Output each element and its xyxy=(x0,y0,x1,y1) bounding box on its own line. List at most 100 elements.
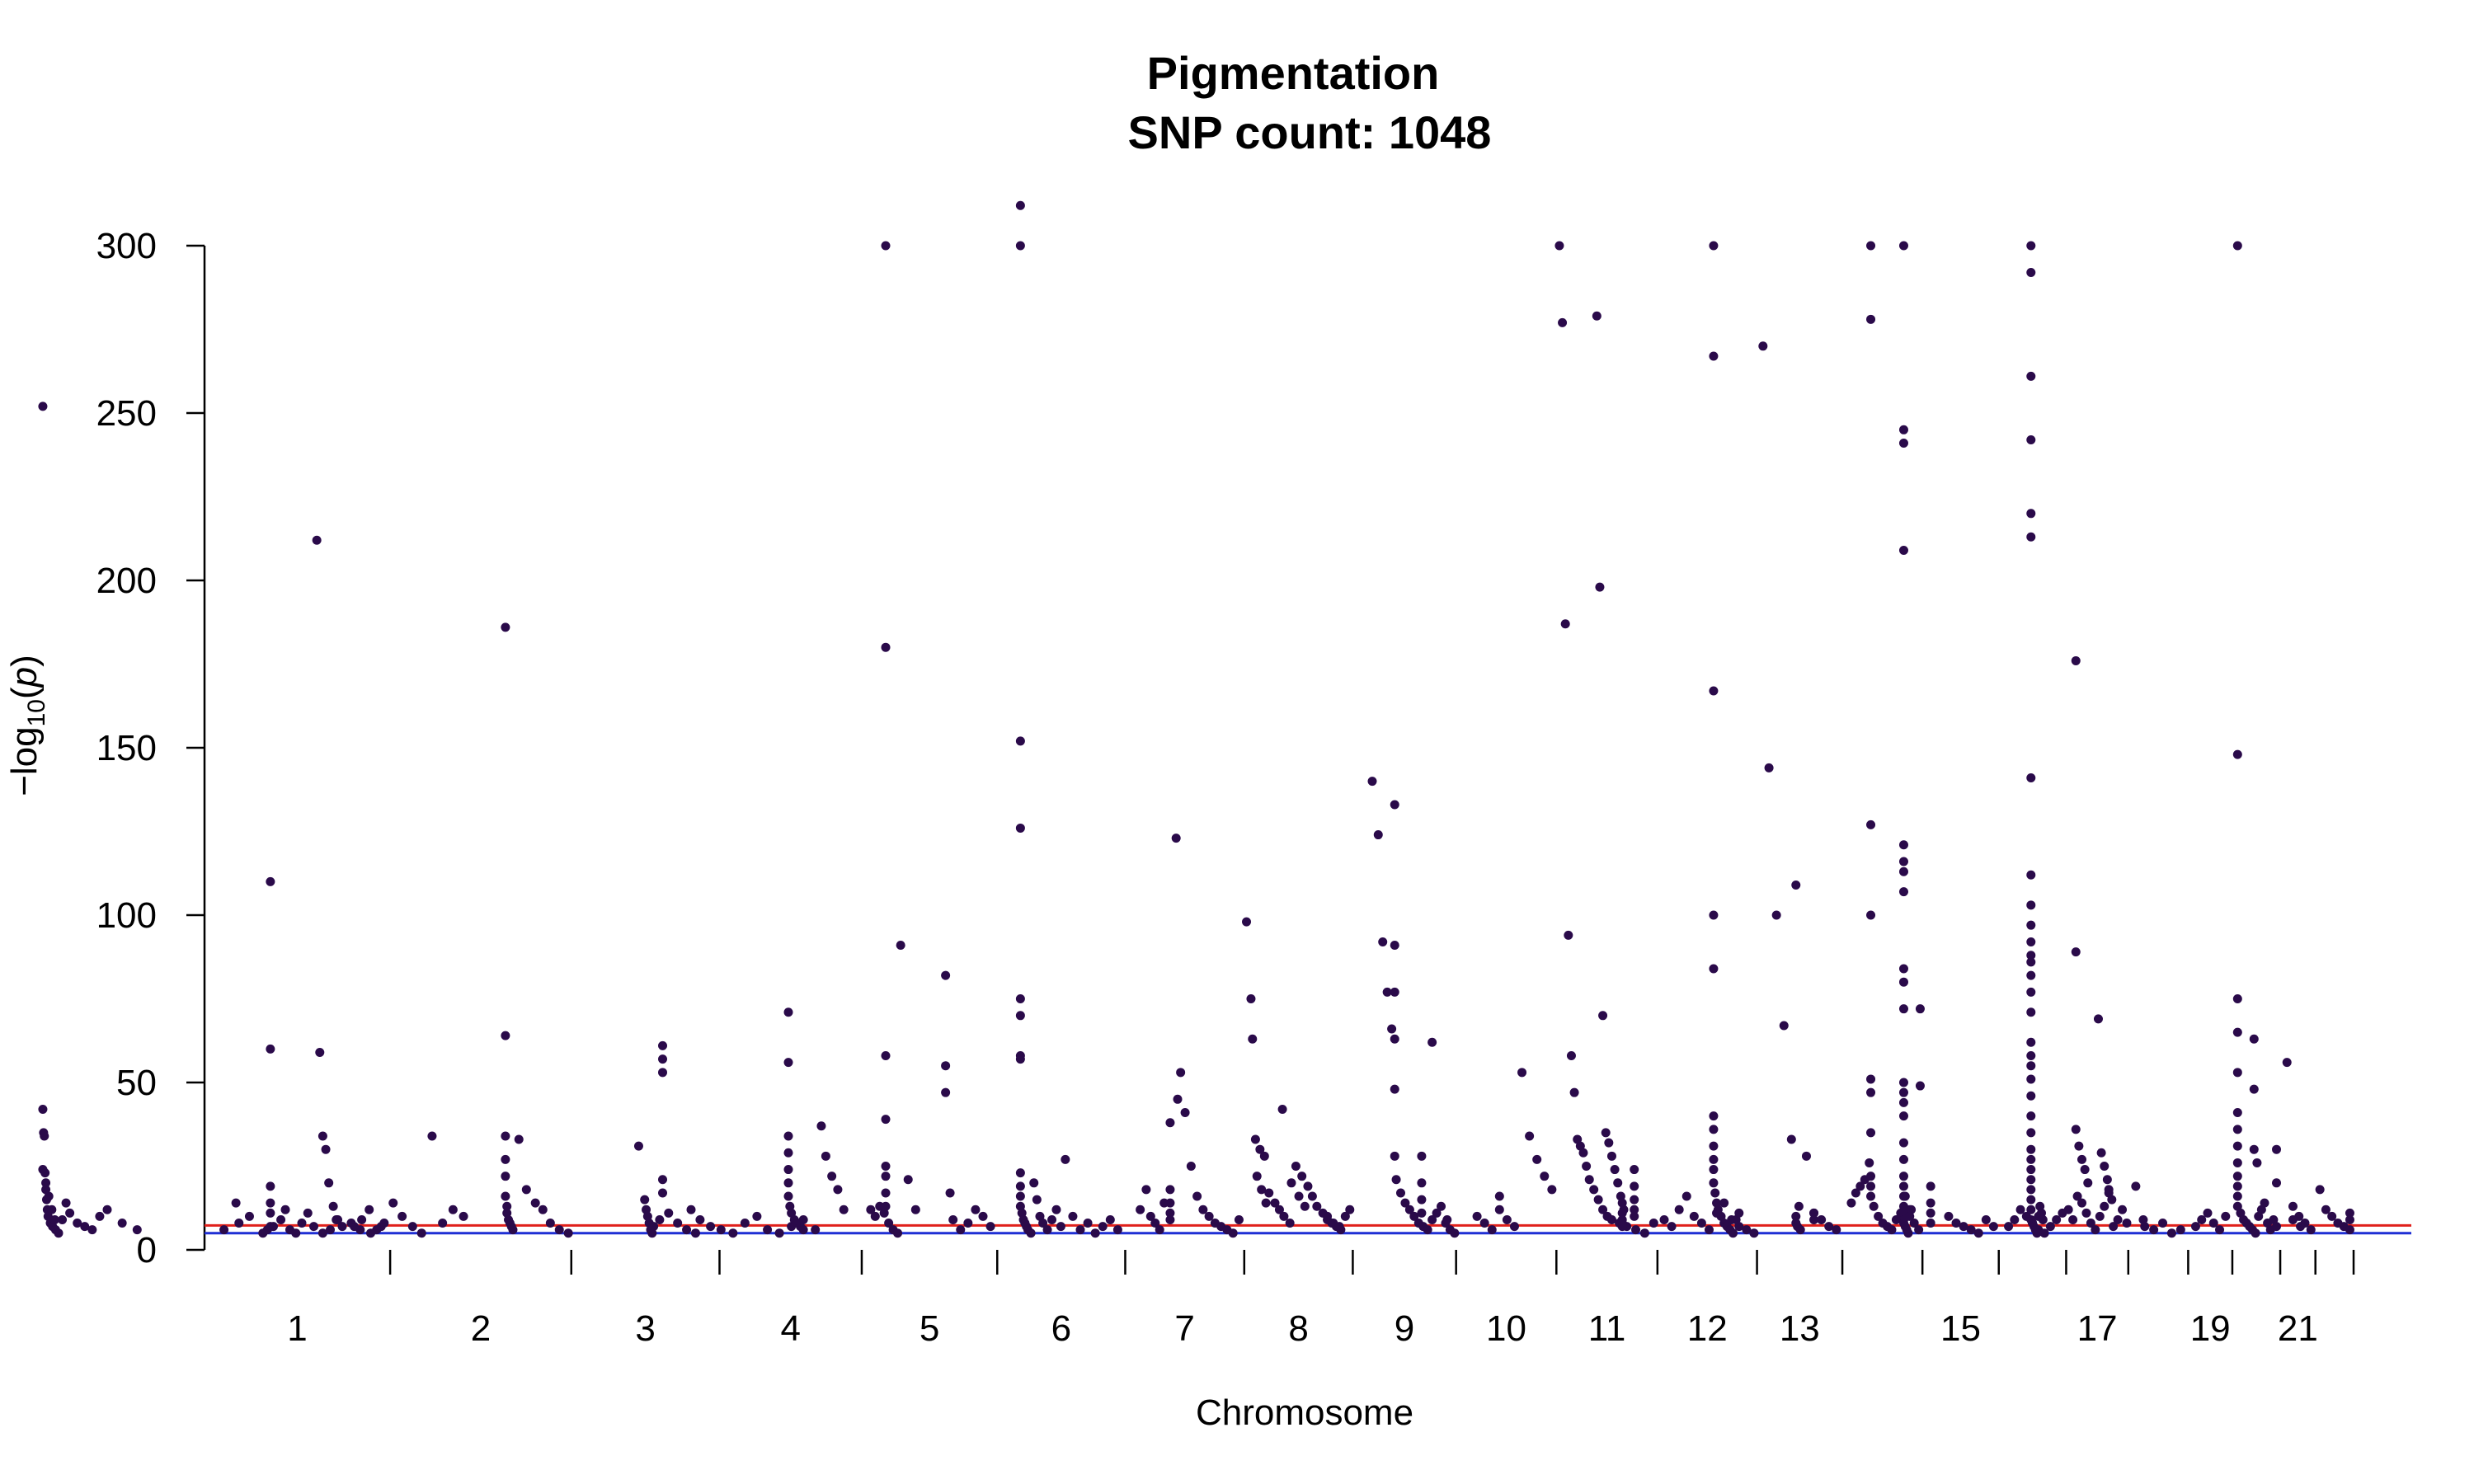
snp-point xyxy=(1578,1148,1588,1158)
snp-point xyxy=(2252,1158,2262,1167)
snp-point xyxy=(1966,1225,1976,1235)
snp-point xyxy=(1791,1211,1801,1221)
snp-point xyxy=(1801,1151,1811,1161)
snp-point xyxy=(1891,1214,1901,1224)
snp-point xyxy=(2296,1222,2306,1232)
snp-point xyxy=(1423,1225,1432,1235)
snp-point xyxy=(2026,1175,2036,1185)
snp-point xyxy=(514,1134,524,1144)
snp-point xyxy=(2232,1141,2242,1151)
snp-point xyxy=(1136,1205,1145,1214)
snp-point xyxy=(427,1131,437,1141)
snp-point xyxy=(1604,1138,1614,1148)
snp-point xyxy=(1560,619,1570,629)
snp-point xyxy=(633,1141,643,1151)
snp-point xyxy=(2306,1225,2316,1235)
snp-point xyxy=(1898,840,1908,850)
snp-point xyxy=(1367,777,1377,787)
snp-point xyxy=(821,1151,830,1161)
snp-point xyxy=(1898,1111,1908,1121)
snp-point xyxy=(1450,1228,1460,1238)
snp-point xyxy=(501,1191,510,1201)
snp-point xyxy=(2072,1191,2082,1201)
snp-point xyxy=(1898,1201,1908,1211)
snp-point xyxy=(1437,1201,1446,1211)
snp-point xyxy=(1180,1108,1190,1118)
snp-point xyxy=(686,1205,696,1214)
snp-point xyxy=(1866,1074,1876,1084)
snp-point xyxy=(1409,1211,1419,1221)
snp-point xyxy=(740,1219,750,1228)
snp-point xyxy=(2077,1198,2087,1208)
snp-point xyxy=(2071,1125,2081,1134)
snp-point xyxy=(2032,1228,2042,1238)
snp-point xyxy=(682,1225,692,1235)
snp-point xyxy=(1709,1165,1719,1175)
snp-point xyxy=(1598,1011,1608,1021)
snp-point xyxy=(1866,314,1876,324)
snp-points xyxy=(38,200,2354,1238)
snp-point xyxy=(2345,1214,2354,1224)
snp-point xyxy=(2026,1144,2036,1154)
x-axis: 1 2 3 4 5 6 7 8 9 10 11 12 13 15 17 19 21 xyxy=(287,1250,2355,1349)
snp-point xyxy=(1903,1228,1913,1238)
snp-point xyxy=(1404,1205,1414,1214)
snp-point xyxy=(1898,439,1908,448)
snp-point xyxy=(2026,957,2036,967)
x-tick-label: 12 xyxy=(1687,1308,1728,1349)
snp-point xyxy=(397,1211,407,1221)
snp-point xyxy=(1525,1131,1535,1141)
snp-point xyxy=(266,1181,275,1191)
snp-point xyxy=(448,1205,458,1214)
snp-point xyxy=(2026,937,2036,946)
snp-point xyxy=(545,1219,555,1228)
snp-point xyxy=(2109,1222,2119,1232)
snp-point xyxy=(1817,1214,1827,1224)
snp-point xyxy=(1171,834,1181,843)
snp-point xyxy=(1898,977,1908,987)
snp-point xyxy=(266,1044,275,1054)
snp-point xyxy=(2100,1162,2109,1171)
snp-point xyxy=(1015,241,1025,251)
snp-point xyxy=(328,1201,338,1211)
snp-point xyxy=(1056,1222,1065,1232)
snp-point xyxy=(839,1205,849,1214)
snp-point xyxy=(1630,1211,1639,1221)
snp-point xyxy=(1242,917,1252,927)
snp-point xyxy=(1606,1214,1616,1224)
snp-point xyxy=(1915,1081,1925,1091)
x-tick-label: 2 xyxy=(471,1308,491,1349)
snp-point xyxy=(798,1225,808,1235)
snp-point xyxy=(1832,1225,1841,1235)
snp-point xyxy=(2232,1068,2242,1078)
snp-point xyxy=(312,535,322,545)
snp-point xyxy=(2093,1014,2103,1024)
snp-point xyxy=(1791,880,1801,890)
snp-point xyxy=(1696,1219,1706,1228)
snp-point xyxy=(2026,1051,2036,1061)
snp-point xyxy=(58,1214,68,1224)
x-tick-label: 17 xyxy=(2077,1308,2118,1349)
snp-point xyxy=(1494,1191,1504,1201)
snp-point xyxy=(1547,1185,1557,1195)
snp-point xyxy=(1639,1228,1649,1238)
snp-point xyxy=(337,1222,347,1232)
snp-point xyxy=(61,1198,71,1208)
snp-point xyxy=(38,1165,48,1175)
snp-point xyxy=(1015,823,1025,833)
snp-point xyxy=(1204,1211,1214,1221)
snp-point xyxy=(1345,1205,1355,1214)
snp-point xyxy=(2038,1214,2048,1224)
snp-point xyxy=(783,1191,793,1201)
snp-point xyxy=(2272,1222,2282,1232)
snp-point xyxy=(501,1031,510,1040)
snp-point xyxy=(2068,1214,2078,1224)
snp-point xyxy=(266,876,275,886)
snp-point xyxy=(1584,1175,1594,1185)
y-tick-label: 100 xyxy=(96,895,157,936)
snp-point xyxy=(501,1154,510,1164)
snp-point xyxy=(501,622,510,632)
snp-point xyxy=(1479,1219,1489,1228)
snp-point xyxy=(1145,1211,1155,1221)
snp-point xyxy=(1176,1068,1186,1078)
